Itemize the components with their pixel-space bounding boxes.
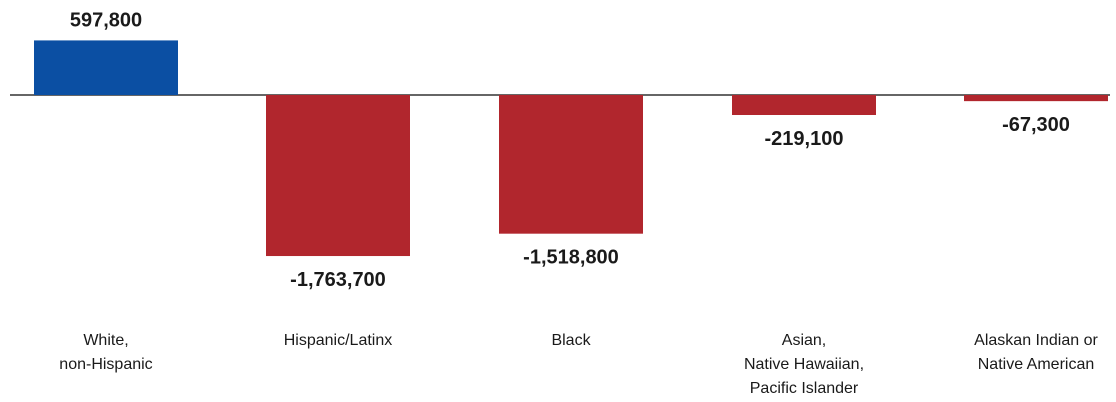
bar-alaskan-indian-or-native-american [964, 95, 1108, 102]
category-label-asian-native-hawaiian-pacific-islander: Asian, Native Hawaiian, Pacific Islander [744, 332, 864, 397]
category-label-white-non-hispanic: White, non-Hispanic [59, 332, 152, 373]
category-label-hispanic-latinx: Hispanic/Latinx [284, 332, 393, 349]
category-label-line: Alaskan Indian or [974, 332, 1098, 349]
bar-asian-native-hawaiian-pacific-islander [732, 95, 876, 116]
category-label-line: Native American [978, 356, 1095, 373]
value-label-alaskan-indian-or-native-american: -67,300 [1002, 114, 1070, 136]
bar-hispanic-latinx [266, 95, 410, 257]
bar-white-non-hispanic [34, 40, 178, 95]
category-label-line: Black [551, 332, 591, 349]
value-label-hispanic-latinx: -1,763,700 [290, 269, 386, 291]
value-labels-layer: 597,800 -1,763,700 -1,518,800 -219,100 -67,3… [70, 9, 1070, 291]
category-label-alaskan-indian-or-native-american: Alaskan Indian or Native American [974, 332, 1098, 373]
value-label-white-non-hispanic: 597,800 [70, 9, 142, 31]
value-label-asian-native-hawaiian-pacific-islander: -219,100 [765, 128, 844, 150]
category-label-line: non-Hispanic [59, 356, 152, 373]
category-label-line: White, [83, 332, 128, 349]
category-label-line: Native Hawaiian, [744, 356, 864, 373]
category-label-line: Pacific Islander [750, 380, 859, 397]
category-label-line: Asian, [782, 332, 826, 349]
category-label-line: Hispanic/Latinx [284, 332, 393, 349]
category-labels-layer: White, non-Hispanic Hispanic/Latinx Black As… [59, 332, 1098, 397]
bars-layer [34, 40, 1108, 257]
bar-black [499, 95, 643, 234]
value-label-black: -1,518,800 [523, 247, 619, 269]
category-label-black: Black [551, 332, 591, 349]
